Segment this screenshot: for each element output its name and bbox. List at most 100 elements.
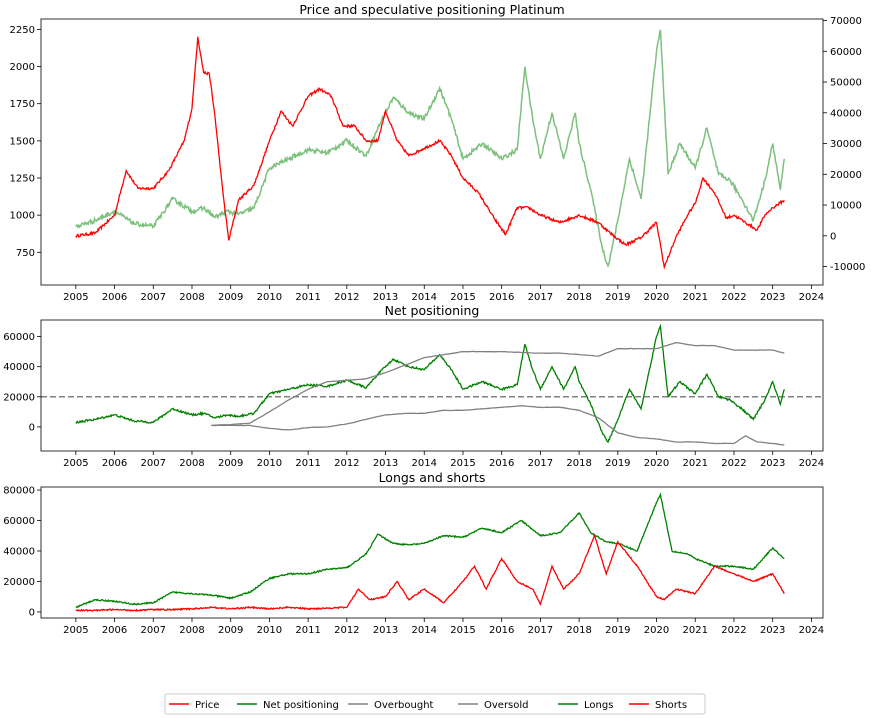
x-tick-label: 2020 bbox=[644, 292, 669, 303]
y-tick-label: 1250 bbox=[10, 174, 35, 185]
x-tick-label: 2019 bbox=[605, 292, 630, 303]
y-tick-label: 40000 bbox=[3, 362, 35, 373]
chart-title: Price and speculative positioning Platin… bbox=[299, 2, 564, 17]
x-tick-label: 2010 bbox=[257, 458, 282, 469]
legend-label: Shorts bbox=[655, 700, 687, 711]
legend-item-net-positioning: Net positioning bbox=[237, 700, 339, 711]
y2-tick-label: 0 bbox=[830, 231, 836, 242]
x-tick-label: 2006 bbox=[102, 458, 127, 469]
x-tick-label: 2015 bbox=[450, 458, 475, 469]
legend-label: Price bbox=[195, 700, 219, 711]
x-tick-label: 2009 bbox=[218, 458, 243, 469]
x-tick-label: 2013 bbox=[373, 292, 398, 303]
plot-frame bbox=[40, 319, 824, 452]
x-tick-label: 2007 bbox=[141, 625, 166, 636]
x-tick-label: 2005 bbox=[63, 458, 88, 469]
x-tick-label: 2022 bbox=[721, 458, 746, 469]
plot-frame bbox=[40, 18, 824, 286]
x-tick-label: 2014 bbox=[412, 458, 437, 469]
series-overbought bbox=[211, 341, 785, 427]
x-tick-label: 2012 bbox=[334, 458, 359, 469]
legend-label: Overbought bbox=[374, 700, 434, 711]
x-tick-label: 2006 bbox=[102, 625, 127, 636]
x-tick-label: 2016 bbox=[489, 292, 514, 303]
x-tick-label: 2015 bbox=[450, 625, 475, 636]
y2-tick-label: 70000 bbox=[830, 16, 862, 27]
y2-tick-label: 20000 bbox=[830, 170, 862, 181]
y-tick-label: 20000 bbox=[3, 392, 35, 403]
x-tick-label: 2022 bbox=[721, 292, 746, 303]
y-tick-label: 20000 bbox=[3, 577, 35, 588]
x-tick-label: 2010 bbox=[257, 625, 282, 636]
x-tick-label: 2018 bbox=[566, 292, 591, 303]
y-tick-label: 1750 bbox=[10, 99, 35, 110]
series-price bbox=[75, 36, 785, 270]
x-tick-label: 2024 bbox=[799, 292, 824, 303]
x-tick-label: 2016 bbox=[489, 625, 514, 636]
series-net-positioning bbox=[75, 323, 785, 444]
legend-item-shorts: Shorts bbox=[629, 700, 687, 711]
y-tick-label: 60000 bbox=[3, 516, 35, 527]
x-tick-label: 2019 bbox=[605, 458, 630, 469]
x-tick-label: 2023 bbox=[760, 458, 785, 469]
x-tick-label: 2019 bbox=[605, 625, 630, 636]
y-tick-label: 750 bbox=[16, 248, 35, 259]
y-tick-label: 40000 bbox=[3, 546, 35, 557]
y2-tick-label: 30000 bbox=[830, 139, 862, 150]
legend-box bbox=[164, 693, 706, 715]
y-tick-label: 60000 bbox=[3, 332, 35, 343]
x-tick-label: 2014 bbox=[412, 292, 437, 303]
x-tick-label: 2018 bbox=[566, 458, 591, 469]
x-tick-label: 2007 bbox=[141, 292, 166, 303]
y-tick-label: 1500 bbox=[10, 136, 35, 147]
x-tick-label: 2016 bbox=[489, 458, 514, 469]
x-tick-label: 2021 bbox=[683, 458, 708, 469]
x-tick-label: 2006 bbox=[102, 292, 127, 303]
plot-frame bbox=[40, 486, 824, 619]
x-tick-label: 2011 bbox=[295, 458, 320, 469]
chart-title: Net positioning bbox=[385, 303, 480, 318]
x-tick-label: 2023 bbox=[760, 292, 785, 303]
x-tick-label: 2015 bbox=[450, 292, 475, 303]
x-tick-label: 2008 bbox=[179, 625, 204, 636]
x-tick-label: 2011 bbox=[295, 292, 320, 303]
panel-2: 2005 2006 2007 2008 2009 2010 2011 2012 2013 2014… bbox=[3, 303, 824, 469]
x-tick-label: 2017 bbox=[528, 625, 553, 636]
legend-label: Oversold bbox=[484, 700, 529, 711]
y-tick-label: 80000 bbox=[3, 486, 35, 497]
legend-item-price: Price bbox=[169, 700, 219, 711]
x-tick-label: 2008 bbox=[179, 292, 204, 303]
x-tick-label: 2011 bbox=[295, 625, 320, 636]
x-tick-label: 2008 bbox=[179, 458, 204, 469]
x-tick-label: 2014 bbox=[412, 625, 437, 636]
x-tick-label: 2005 bbox=[63, 625, 88, 636]
x-tick-label: 2024 bbox=[799, 458, 824, 469]
x-tick-label: 2020 bbox=[644, 458, 669, 469]
y-tick-label: 2250 bbox=[10, 25, 35, 36]
x-tick-label: 2018 bbox=[566, 625, 591, 636]
x-tick-label: 2020 bbox=[644, 625, 669, 636]
x-tick-label: 2007 bbox=[141, 458, 166, 469]
x-tick-label: 2023 bbox=[760, 625, 785, 636]
chart-title: Longs and shorts bbox=[379, 470, 486, 485]
y2-tick-label: 10000 bbox=[830, 201, 862, 212]
series-longs bbox=[75, 492, 785, 609]
x-tick-label: 2024 bbox=[799, 625, 824, 636]
x-tick-label: 2013 bbox=[373, 458, 398, 469]
x-tick-label: 2012 bbox=[334, 292, 359, 303]
x-tick-label: 2022 bbox=[721, 625, 746, 636]
y2-tick-label: 50000 bbox=[830, 78, 862, 89]
series-oversold bbox=[211, 405, 785, 446]
legend-label: Net positioning bbox=[263, 700, 339, 711]
legend: Price Net positioning Overbought Oversold Lo… bbox=[164, 693, 706, 715]
panel-1: 2005 2006 2007 2008 2009 2010 2011 2012 2013 2014… bbox=[10, 2, 866, 303]
x-tick-label: 2010 bbox=[257, 292, 282, 303]
y2-tick-label: 60000 bbox=[830, 47, 862, 58]
x-tick-label: 2005 bbox=[63, 292, 88, 303]
x-tick-label: 2017 bbox=[528, 292, 553, 303]
legend-label: Longs bbox=[584, 700, 613, 711]
x-tick-label: 2021 bbox=[683, 625, 708, 636]
y2-tick-label: 40000 bbox=[830, 108, 862, 119]
y2-tick-label: -10000 bbox=[830, 262, 865, 273]
legend-item-oversold: Oversold bbox=[458, 700, 529, 711]
